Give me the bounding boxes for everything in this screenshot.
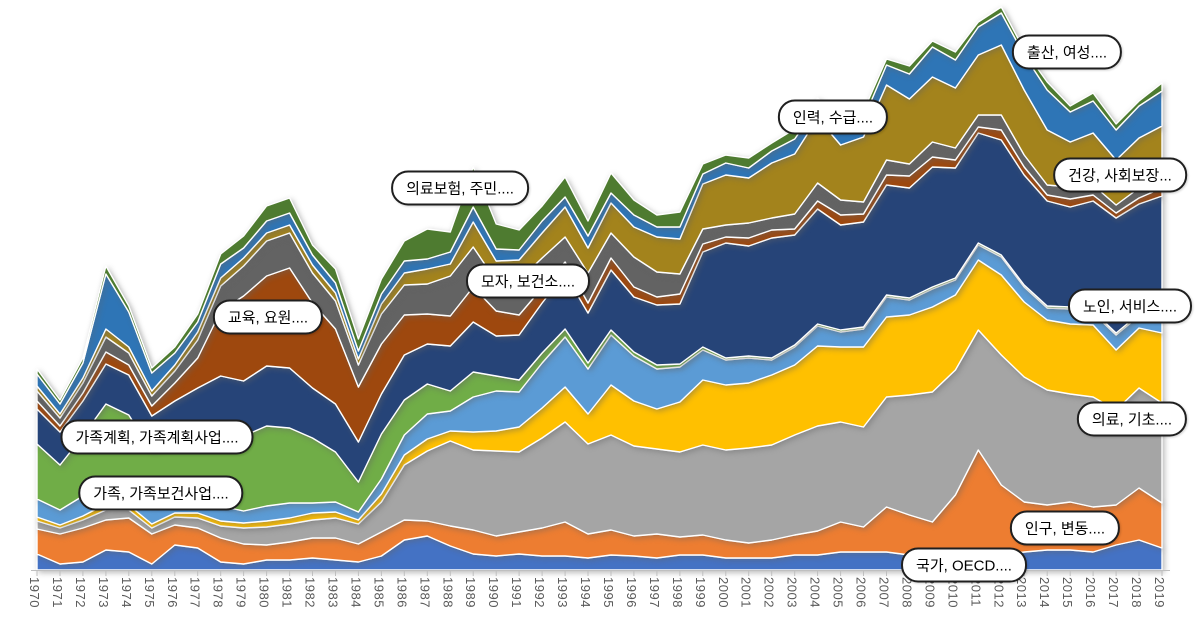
series-callout: 교육, 요원....: [212, 299, 324, 335]
x-axis-label: 2015: [1060, 577, 1076, 608]
series-callout: 노인, 서비스....: [1067, 288, 1193, 324]
x-axis-label: 1976: [164, 577, 180, 608]
x-axis-label: 2010: [945, 577, 961, 608]
x-axis-label: 2017: [1106, 577, 1122, 608]
x-axis-label: 2004: [807, 577, 823, 608]
x-axis-label: 1970: [27, 577, 42, 608]
x-axis-label: 1975: [141, 577, 157, 608]
x-axis-label: 1972: [72, 577, 88, 608]
series-area-11: [36, 6, 1163, 405]
x-axis-label: 1988: [440, 577, 456, 608]
x-axis-label: 1984: [348, 577, 364, 608]
x-axis-label: 2003: [784, 577, 800, 608]
x-axis-label: 1981: [279, 577, 295, 608]
x-axis-label: 1995: [600, 577, 616, 608]
x-axis-label: 1999: [692, 577, 708, 608]
x-axis-label: 2014: [1037, 577, 1053, 608]
x-axis-label: 1971: [49, 577, 65, 608]
x-axis-label: 1991: [509, 577, 525, 608]
series-callout: 건강, 사회보장...: [1053, 157, 1187, 193]
x-axis-label: 1987: [417, 577, 433, 608]
x-axis-label: 2011: [968, 577, 984, 607]
x-axis-label: 1982: [302, 577, 318, 608]
series-callout: 의료, 기초....: [1076, 401, 1188, 437]
x-axis-label: 2016: [1083, 577, 1099, 608]
x-axis-label: 1977: [187, 577, 203, 608]
series-callout: 가족계획, 가족계획사업....: [60, 419, 254, 455]
x-axis-label: 1997: [646, 577, 662, 608]
x-axis-label: 1973: [95, 577, 111, 608]
series-callout: 국가, OECD....: [901, 547, 1027, 583]
x-axis-label: 2006: [853, 577, 869, 608]
x-axis-label: 1990: [486, 577, 502, 608]
x-axis-label: 2000: [715, 577, 731, 608]
x-axis-label: 1985: [371, 577, 387, 608]
series-callout: 인구, 변동....: [1009, 510, 1121, 546]
x-axis-label: 2008: [899, 577, 915, 608]
x-axis-label: 1974: [118, 577, 134, 608]
x-axis-label: 2001: [738, 577, 754, 608]
x-axis-label: 1983: [325, 577, 341, 608]
series-callout: 모자, 보건소....: [465, 263, 591, 299]
x-axis-label: 2013: [1014, 577, 1030, 608]
x-axis-label: 1979: [233, 577, 249, 608]
x-axis-label: 1998: [669, 577, 685, 608]
series-callout: 가족, 가족보건사업....: [78, 475, 244, 511]
x-axis-label: 2009: [922, 577, 938, 608]
series-callout: 인력, 수급....: [777, 99, 889, 135]
x-axis-label: 2018: [1129, 577, 1145, 608]
x-axis-label: 2002: [761, 577, 777, 608]
series-callout: 의료보험, 주민....: [391, 170, 529, 206]
x-axis-label: 1986: [394, 577, 410, 608]
series-callout: 출산, 여성....: [1011, 34, 1123, 70]
x-axis-label: 1994: [578, 577, 594, 608]
x-axis-label: 2007: [876, 577, 892, 608]
x-axis-label: 2005: [830, 577, 846, 608]
x-axis-label: 1989: [463, 577, 479, 608]
x-axis-label: 1980: [256, 577, 272, 608]
x-axis-label: 1996: [623, 577, 639, 608]
x-axis-label: 1978: [210, 577, 226, 608]
x-axis-label: 1993: [555, 577, 571, 608]
x-axis-label: 1992: [532, 577, 548, 608]
x-axis-label: 2012: [991, 577, 1007, 608]
x-axis-label: 2019: [1152, 577, 1167, 608]
